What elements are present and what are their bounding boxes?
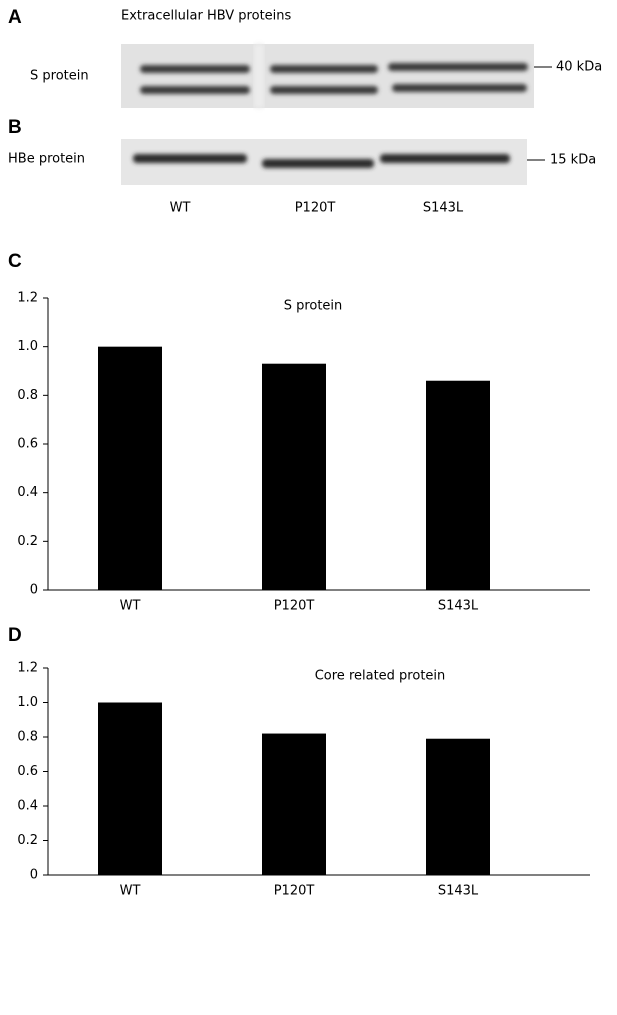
bar (98, 703, 162, 876)
y-tick-label: 1.2 (17, 661, 38, 676)
panel-letter: D (8, 625, 22, 646)
blot-image (121, 44, 534, 108)
y-tick-label: 0.2 (17, 833, 38, 848)
y-tick-label: 1.0 (17, 695, 38, 710)
y-tick-label: 0.8 (17, 730, 38, 745)
blot-row-label: S protein (30, 69, 89, 84)
y-tick-label: 0 (30, 583, 38, 598)
y-tick-label: 1.2 (17, 291, 38, 306)
x-tick-label: WT (120, 599, 141, 614)
y-tick-label: 0.2 (17, 534, 38, 549)
bar (426, 381, 490, 590)
y-tick-label: 1.0 (17, 339, 38, 354)
panel-letter: B (8, 117, 22, 138)
chart-title: Core related protein (315, 669, 446, 684)
lane-label: S143L (423, 201, 464, 216)
bar (98, 347, 162, 590)
y-tick-label: 0.6 (17, 764, 38, 779)
panel-letter: A (8, 7, 22, 28)
lane-label: WT (170, 201, 191, 216)
y-tick-label: 0 (30, 868, 38, 883)
y-tick-label: 0.6 (17, 437, 38, 452)
y-tick-label: 0.4 (17, 485, 38, 500)
x-tick-label: P120T (274, 884, 315, 899)
lane-label: P120T (295, 201, 336, 216)
marker-label: 40 kDa (556, 60, 602, 75)
chart-title: S protein (284, 299, 343, 314)
x-tick-label: S143L (438, 599, 479, 614)
x-tick-label: WT (120, 884, 141, 899)
blot-title: Extracellular HBV proteins (121, 9, 292, 24)
bar (262, 364, 326, 590)
x-tick-label: S143L (438, 884, 479, 899)
bar (262, 734, 326, 875)
blot-lane-gap (254, 44, 264, 108)
figure: A Extracellular HBV proteins S protein 4… (0, 0, 617, 1015)
panel-letter: C (8, 251, 22, 272)
x-tick-label: P120T (274, 599, 315, 614)
y-tick-label: 0.4 (17, 799, 38, 814)
y-tick-label: 0.8 (17, 388, 38, 403)
marker-label: 15 kDa (550, 153, 596, 168)
bar (426, 739, 490, 875)
blot-row-label: HBe protein (8, 152, 85, 167)
